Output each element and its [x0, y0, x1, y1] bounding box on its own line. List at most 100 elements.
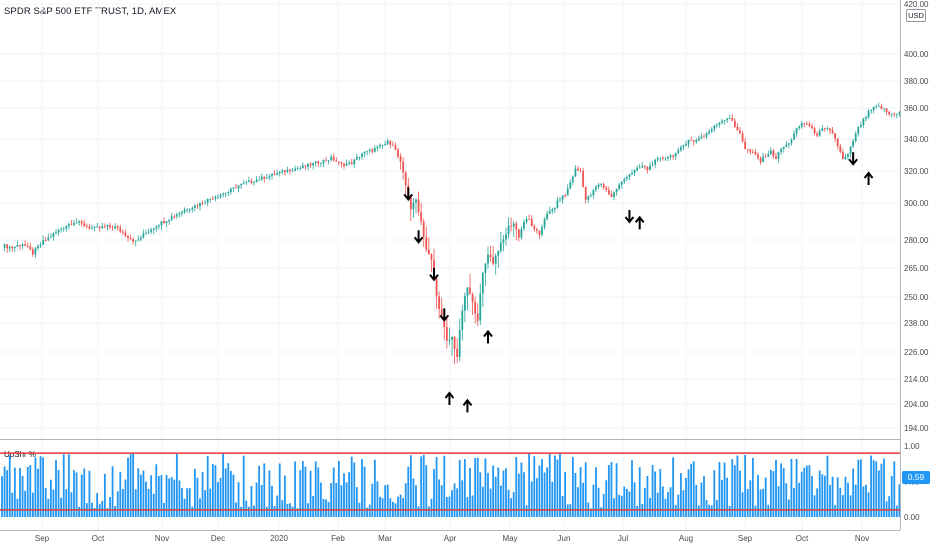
indicator-bar [322, 498, 325, 517]
candle-body [438, 296, 441, 310]
candle-body [93, 226, 96, 228]
indicator-bar [458, 459, 461, 517]
indicator-bar [309, 470, 312, 517]
candle-body [505, 234, 507, 240]
time-tick-label: Aug [679, 534, 693, 543]
candle-body [96, 226, 99, 228]
candle-body [384, 143, 387, 146]
candle-body [52, 233, 55, 238]
candle-body [507, 225, 510, 235]
candle-body [651, 164, 654, 166]
candle-body [777, 152, 780, 159]
indicator-bar [415, 485, 417, 517]
candle-body [523, 222, 525, 229]
candle-body [674, 153, 677, 157]
candle-body [762, 156, 765, 163]
indicator-bar [363, 466, 366, 517]
indicator-bar [42, 457, 45, 517]
indicator-bar [199, 498, 201, 517]
indicator-bar [332, 467, 335, 517]
indicator-bar [55, 460, 57, 517]
candle-body [412, 202, 415, 210]
candle-body [85, 226, 88, 227]
candle-body [872, 106, 875, 111]
indicator-bar [268, 470, 271, 517]
indicator-bar [440, 485, 443, 517]
candle-body [268, 175, 271, 178]
candle-body [692, 140, 695, 142]
candle-body [379, 145, 381, 147]
currency-badge[interactable]: USD [906, 9, 926, 22]
candle-body [188, 209, 191, 211]
indicator-bar [510, 498, 513, 517]
indicator-bar [664, 498, 667, 517]
candle-body [847, 153, 849, 157]
indicator-bar [674, 504, 677, 517]
candle-body [605, 187, 608, 190]
indicator-bar [430, 498, 433, 517]
candle-body [553, 207, 556, 210]
indicator-bar [214, 465, 217, 517]
candles [3, 102, 901, 365]
candle-body [811, 126, 813, 129]
candle-body [420, 212, 423, 222]
time-tick-label: Sep [738, 534, 753, 543]
candle-body [276, 173, 279, 175]
candle-body [289, 169, 291, 171]
indicator-bar [515, 457, 518, 517]
indicator-bar [304, 466, 307, 517]
indicator-bar [798, 482, 801, 517]
candle-body [643, 165, 646, 167]
candle-body [152, 228, 155, 230]
candle-body [8, 246, 11, 249]
candle-body [654, 159, 657, 165]
candle-body [263, 176, 266, 179]
indicator-bar [880, 463, 883, 517]
candle-body [26, 245, 29, 247]
indicator-bar [499, 485, 502, 517]
candle-body [340, 161, 343, 164]
candle-body [330, 156, 333, 161]
candle-body [368, 149, 371, 151]
indicator-bar [849, 495, 852, 517]
indicator-bar [296, 508, 299, 517]
candle-body [782, 146, 785, 149]
indicator-bar [559, 453, 561, 517]
indicator-bar [875, 461, 878, 517]
candle-body [47, 237, 50, 241]
candle-body [559, 199, 561, 201]
candle-body [512, 223, 515, 227]
indicator-bar [862, 486, 865, 517]
candle-body [214, 196, 217, 199]
candle-body [857, 126, 860, 134]
indicator-tick-label: 0.00 [904, 513, 920, 522]
candle-body [62, 228, 65, 230]
candle-body [474, 301, 477, 314]
candle-body [57, 230, 60, 233]
price-axis: 194.00 204.00 214.00 226.00 238.00 250.00 265.… [904, 0, 929, 522]
candle-body [75, 222, 78, 224]
indicator-bar [11, 492, 14, 517]
candle-body [805, 123, 808, 125]
candle-body [353, 159, 356, 165]
candle-body [240, 183, 243, 186]
price-tick-label: 226.00 [904, 348, 929, 357]
candle-body [109, 225, 111, 228]
candle-body [895, 114, 898, 115]
candle-body [790, 139, 793, 144]
indicator-bar [75, 472, 78, 517]
time-tick-label: 2020 [270, 534, 288, 543]
indicator-bar [772, 471, 775, 517]
indicator-bar [661, 486, 664, 517]
indicator-bar [633, 482, 636, 517]
candle-body [867, 111, 870, 118]
indicator-bar [507, 489, 510, 517]
candle-body [469, 287, 471, 295]
candle-body [343, 163, 345, 166]
indicator-bar [24, 490, 27, 517]
candle-body [607, 189, 610, 195]
indicator-bar [62, 454, 65, 517]
indicator-bar [885, 501, 888, 517]
indicator-bar [314, 461, 317, 517]
